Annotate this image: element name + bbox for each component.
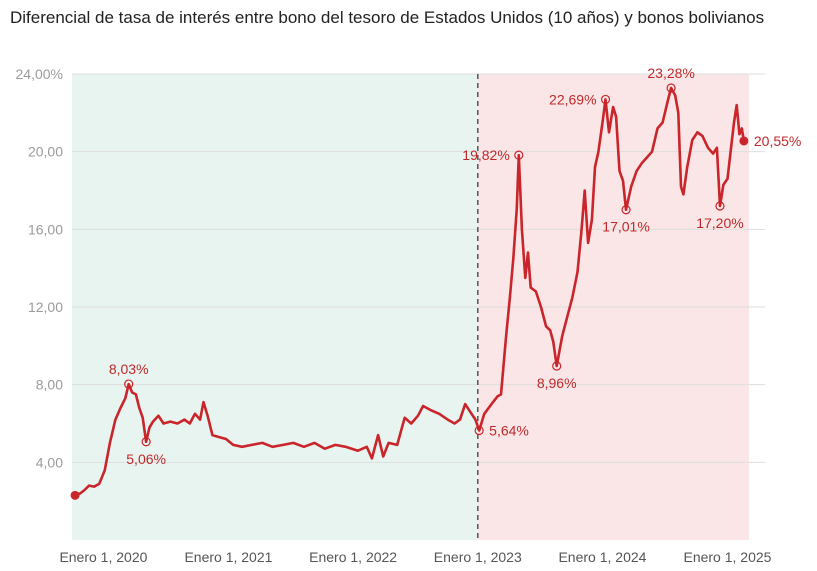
annotation-label: 8,03%: [109, 361, 149, 377]
y-tick-label: 8,00: [36, 377, 63, 393]
annotation-marker: [600, 94, 611, 105]
annotation-marker: [552, 361, 562, 371]
x-tick-label: Enero 1, 2024: [558, 549, 646, 565]
y-tick-label: 12,00: [28, 299, 63, 315]
annotation-label: 5,06%: [126, 451, 166, 467]
annotation-label: 17,20%: [696, 215, 743, 231]
annotation-label: 20,55%: [754, 133, 801, 149]
x-tick-label: Enero 1, 2020: [59, 549, 147, 565]
annotation-label: 5,64%: [489, 422, 529, 438]
x-tick-label: Enero 1, 2025: [683, 549, 771, 565]
annotation-marker: [124, 379, 134, 389]
annotation-label: 23,28%: [647, 65, 694, 81]
annotation-label: 19,82%: [462, 147, 509, 163]
y-tick-label: 24,00%: [16, 66, 63, 82]
annotation-label: 22,69%: [549, 91, 596, 107]
y-tick-label: 20,00: [28, 144, 63, 160]
x-tick-label: Enero 1, 2021: [184, 549, 272, 565]
annotation-marker: [141, 437, 151, 447]
chart-title: Diferencial de tasa de interés entre bon…: [10, 8, 765, 27]
annotation-label: 17,01%: [602, 219, 649, 235]
series-line: [73, 86, 746, 497]
annotation-marker: [474, 425, 484, 436]
x-tick-label: Enero 1, 2023: [434, 549, 522, 565]
y-tick-label: 4,00: [36, 454, 63, 470]
annotation-label: 8,96%: [537, 375, 577, 391]
annotation-marker: [715, 201, 725, 211]
annotation-marker: [666, 83, 676, 93]
series-end-point: [739, 136, 749, 146]
series-start-point: [70, 490, 80, 500]
annotation-marker: [514, 150, 524, 160]
y-tick-label: 16,00: [28, 221, 63, 237]
x-tick-label: Enero 1, 2022: [309, 549, 397, 565]
annotation-marker: [621, 205, 631, 215]
